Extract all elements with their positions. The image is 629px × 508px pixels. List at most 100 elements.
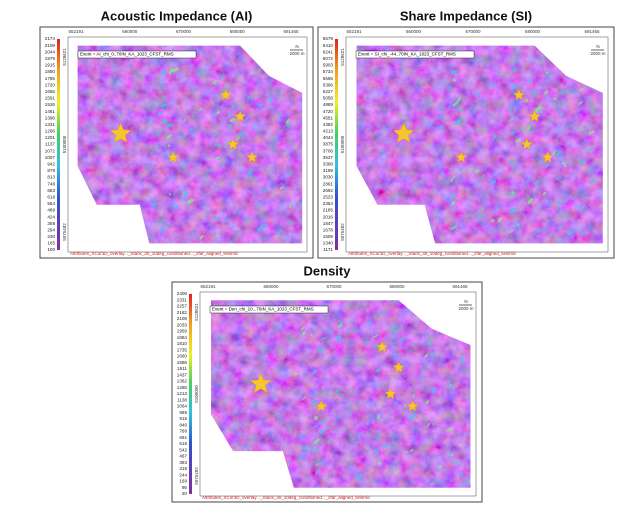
colorbar-label: 1213 (177, 391, 188, 396)
colorbar-label: 3706 (323, 148, 334, 153)
panel-title: Share Impedance (SI) (400, 8, 532, 23)
colorbar-label: 554 (47, 201, 55, 206)
colorbar-label: 2257 (177, 304, 188, 309)
colorbar-label: 467 (179, 454, 187, 459)
x-coordinate: 652191 (200, 284, 216, 289)
scale-label: 2000 m (289, 51, 304, 56)
colorbar-label: 359 (47, 221, 55, 226)
colorbar-label: 2109 (45, 43, 56, 48)
colorbar-label: 5734 (323, 69, 334, 74)
colorbar-label: 20 (182, 491, 188, 496)
colorbar-label: 1007 (45, 155, 56, 160)
colorbar-label: 2354 (323, 201, 334, 206)
x-coordinate: 680000 (230, 29, 246, 34)
x-coordinate: 660000 (122, 29, 138, 34)
colorbar-label: 244 (179, 472, 187, 477)
colorbar-label: 5058 (323, 96, 334, 101)
colorbar-label: 2044 (45, 49, 56, 54)
colorbar-label: 2185 (323, 208, 334, 213)
colorbar-label: 2108 (177, 316, 188, 321)
colorbar-label: 2331 (177, 297, 188, 302)
colorbar-label: 489 (47, 208, 55, 213)
colorbar-label: 3875 (323, 142, 334, 147)
colorbar-label: 1340 (323, 241, 334, 246)
colorbar-label: 1362 (177, 379, 188, 384)
colorbar-label: 1847 (323, 221, 334, 226)
colorbar-label: 748 (47, 181, 55, 186)
y-coordinate: 5128621 (62, 48, 67, 66)
event-label: Event = SI_chi_-44..70IN_KA_1023_CFST_RM… (358, 52, 456, 57)
colorbar-label: 4044 (323, 135, 334, 140)
colorbar-label: 1735 (177, 347, 188, 352)
colorbar-label: 618 (47, 194, 55, 199)
north-label: N (295, 44, 298, 49)
colorbar-label: 1526 (45, 102, 56, 107)
colorbar-label: 1137 (45, 142, 55, 147)
colorbar-label: 2182 (177, 310, 188, 315)
colorbar-label: 1660 (177, 354, 188, 359)
colorbar-label: 6241 (323, 49, 334, 54)
colorbar-label: 165 (47, 241, 55, 246)
y-coordinate: 5100000 (340, 135, 345, 153)
colorbar-label: 942 (47, 162, 55, 167)
event-label: Event = AI_chi_0..70IN_KA_1023_CFST_RMS (80, 52, 174, 57)
panel-title: Density (304, 263, 352, 278)
figure: Acoustic Impedance (AI)21742109204419791… (0, 0, 629, 508)
colorbar-label: 1509 (323, 234, 334, 239)
colorbar-label: 1396 (45, 115, 56, 120)
x-coordinate: 652191 (68, 29, 84, 34)
x-coordinate: 670000 (465, 29, 481, 34)
colorbar-label: 4720 (323, 109, 334, 114)
colorbar-label: 3199 (323, 168, 334, 173)
colorbar-label: 4551 (323, 115, 334, 120)
y-coordinate: 5100000 (194, 385, 199, 403)
colorbar (335, 39, 338, 250)
colorbar-label: 1586 (177, 360, 188, 365)
colorbar-label: 840 (179, 422, 187, 427)
colorbar-label: 1678 (323, 227, 334, 232)
x-coordinate: 691465 (283, 29, 299, 34)
colorbar-label: 1884 (177, 335, 188, 340)
colorbar-label: 5903 (323, 63, 334, 68)
x-coordinate: 660000 (263, 284, 279, 289)
colorbar-label: 5565 (323, 76, 334, 81)
colorbar-label: 1979 (45, 56, 56, 61)
colorbar-label: 230 (47, 234, 55, 239)
colorbar-label: 1331 (45, 122, 56, 127)
colorbar-label: 3368 (323, 162, 334, 167)
colorbar-label: 1171 (323, 247, 333, 252)
colorbar-label: 1720 (45, 82, 56, 87)
colorbar-label: 95 (182, 485, 188, 490)
x-coordinate: 680000 (389, 284, 405, 289)
colorbar (189, 294, 192, 494)
colorbar-label: 1437 (177, 372, 188, 377)
colorbar-label: 393 (179, 460, 187, 465)
colorbar-label: 1850 (45, 69, 56, 74)
y-coordinate: 5075482 (340, 223, 345, 241)
x-coordinate: 680000 (525, 29, 541, 34)
colorbar-label: 616 (179, 441, 187, 446)
colorbar-label: 766 (179, 429, 187, 434)
colorbar-label: 2406 (177, 291, 188, 296)
colorbar-label: 1915 (45, 63, 56, 68)
scale-label: 2000 m (458, 306, 473, 311)
north-label: N (464, 299, 467, 304)
colorbar-label: 989 (179, 410, 187, 415)
colorbar-label: 318 (179, 466, 187, 471)
colorbar-label: 3030 (323, 175, 334, 180)
event-label: Event = Den_chi_10...70IN_KA_1023_CFST_R… (212, 307, 314, 312)
footer-text: Attributes_XCor3D_overlay..._Stack_30_10… (348, 251, 517, 256)
colorbar-label: 169 (179, 479, 187, 484)
colorbar-label: 1511 (177, 366, 187, 371)
x-coordinate: 660000 (406, 29, 422, 34)
colorbar-label: 294 (47, 227, 55, 232)
x-coordinate: 691465 (584, 29, 600, 34)
colorbar (57, 39, 60, 250)
colorbar-label: 1461 (45, 109, 56, 114)
footer-text: Attributes_XCor3D_overlay..._Stack_30_10… (202, 495, 371, 500)
y-coordinate: 5075482 (62, 223, 67, 241)
colorbar-label: 3537 (323, 155, 334, 160)
colorbar-label: 1072 (45, 148, 56, 153)
x-coordinate: 670000 (326, 284, 342, 289)
scale-label: 2000 m (590, 51, 605, 56)
